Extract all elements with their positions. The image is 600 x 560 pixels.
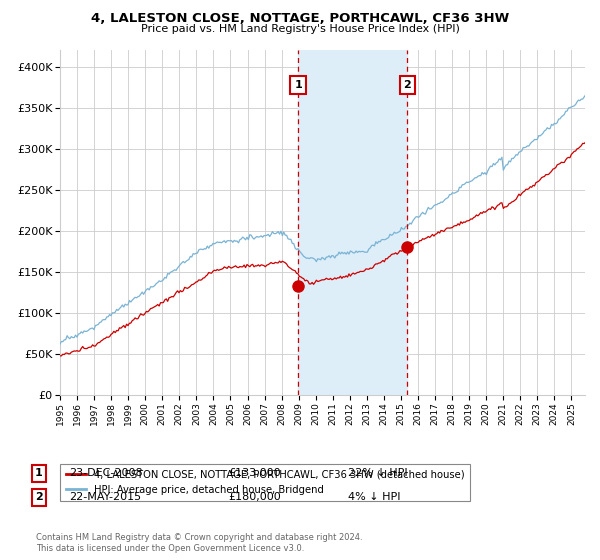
Text: Contains HM Land Registry data © Crown copyright and database right 2024.
This d: Contains HM Land Registry data © Crown c… <box>36 533 362 553</box>
Text: 2: 2 <box>404 80 411 90</box>
Text: 2: 2 <box>35 492 43 502</box>
Text: 4% ↓ HPI: 4% ↓ HPI <box>348 492 401 502</box>
Text: £133,000: £133,000 <box>228 468 281 478</box>
Bar <box>298 50 407 395</box>
Text: Price paid vs. HM Land Registry's House Price Index (HPI): Price paid vs. HM Land Registry's House … <box>140 24 460 34</box>
Text: 1: 1 <box>294 80 302 90</box>
Text: 1: 1 <box>35 468 43 478</box>
Text: 4, LALESTON CLOSE, NOTTAGE, PORTHCAWL, CF36 3HW: 4, LALESTON CLOSE, NOTTAGE, PORTHCAWL, C… <box>91 12 509 25</box>
Text: 23-DEC-2008: 23-DEC-2008 <box>69 468 143 478</box>
Text: £180,000: £180,000 <box>228 492 281 502</box>
Legend: 4, LALESTON CLOSE, NOTTAGE, PORTHCAWL, CF36 3HW (detached house), HPI: Average p: 4, LALESTON CLOSE, NOTTAGE, PORTHCAWL, C… <box>60 464 470 501</box>
Text: 22-MAY-2015: 22-MAY-2015 <box>69 492 141 502</box>
Text: 22% ↓ HPI: 22% ↓ HPI <box>348 468 407 478</box>
